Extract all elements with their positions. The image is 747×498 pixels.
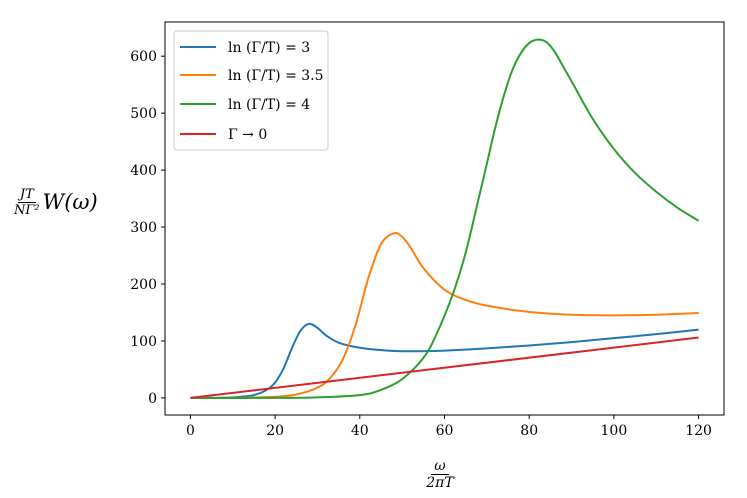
x-tick-label: 20 [266,423,284,439]
legend-label-2: ln (Γ/T) = 3.5 [228,68,324,84]
y-axis-label: JT NΓ² W(ω) [14,178,126,226]
series-line-3 [190,38,700,399]
series-line-2 [190,231,699,399]
legend: ln (Γ/T) = 3 ln (Γ/T) = 3.5 ln (Γ/T) = 4 Γ … [173,30,329,151]
series-line-4 [190,336,699,399]
x-axis-label-numerator: ω [431,458,449,475]
legend-label-3: ln (Γ/T) = 4 [228,97,310,113]
series-line-1 [190,322,699,399]
x-tick-label: 60 [436,423,454,439]
x-axis-ticks: 0 20 40 60 80 100 120 [186,415,712,439]
x-tick-label: 80 [520,423,538,439]
legend-label-4: Γ → 0 [228,127,267,143]
x-tick-label: 0 [186,423,195,439]
y-tick-label: 300 [130,220,157,236]
y-axis-label-numerator: JT [17,186,36,203]
y-tick-label: 500 [130,106,157,122]
x-tick-label: 120 [685,423,712,439]
plot-lines [190,38,700,399]
y-tick-label: 600 [130,49,157,65]
x-axis-label-denominator: 2πT [426,475,454,491]
y-tick-label: 0 [148,391,157,407]
y-axis-ticks: 0 100 200 300 400 500 600 [130,49,165,407]
y-axis-label-denominator: NΓ² [14,202,40,218]
legend-box [173,30,329,151]
y-axis-label-fraction: JT NΓ² [14,187,40,218]
x-axis-label: ω 2πT [410,458,470,491]
y-tick-label: 200 [130,277,157,293]
legend-label-1: ln (Γ/T) = 3 [228,40,310,56]
x-tick-label: 100 [601,423,628,439]
x-tick-label: 40 [351,423,369,439]
y-tick-label: 400 [130,163,157,179]
y-axis-label-function: W(ω) [42,190,98,214]
y-tick-label: 100 [130,334,157,350]
